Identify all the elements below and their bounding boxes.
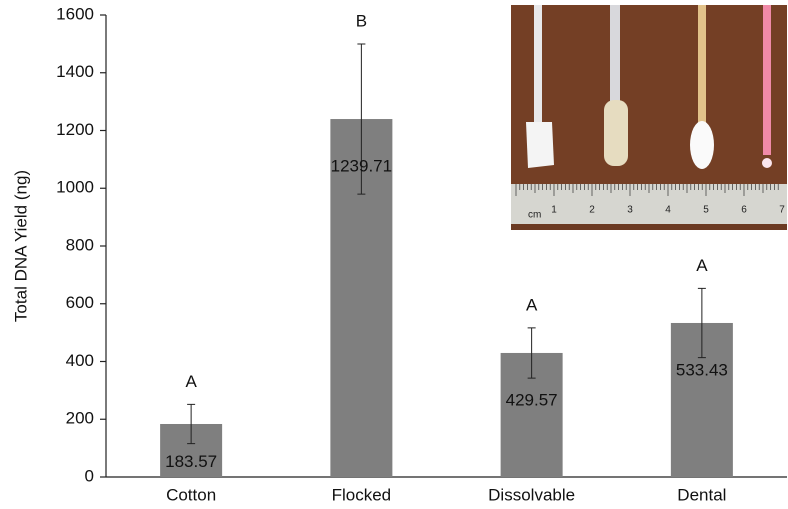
swab-head <box>526 122 554 168</box>
y-tick-label: 400 <box>66 351 94 370</box>
significance-letter: A <box>185 372 197 391</box>
swab-handle <box>763 5 771 155</box>
ruler-label: 7 <box>779 205 785 216</box>
x-tick-label: Flocked <box>332 485 392 504</box>
y-tick-label: 1400 <box>56 62 94 81</box>
chart: Total DNA Yield (ng) cm 1 2 3 4 5 6 7 0 200 400 60… <box>0 0 788 509</box>
value-label: 533.43 <box>676 360 728 379</box>
ruler-label: 1 <box>551 205 557 216</box>
x-tick-label: Cotton <box>166 485 216 504</box>
value-label: 183.57 <box>165 452 217 471</box>
ruler-label: 3 <box>627 205 633 216</box>
significance-letter: B <box>356 11 367 30</box>
swab-head <box>762 158 772 168</box>
y-tick-label: 1200 <box>56 120 94 139</box>
y-tick-label: 800 <box>66 235 94 254</box>
ruler-label: 2 <box>589 205 595 216</box>
x-tick-label: Dental <box>677 485 726 504</box>
y-tick-label: 1000 <box>56 178 94 197</box>
swab-handle <box>698 5 706 125</box>
significance-letter: A <box>526 295 538 314</box>
x-tick-label: Dissolvable <box>488 485 575 504</box>
ruler-unit: cm <box>528 210 541 221</box>
value-label: 1239.71 <box>331 157 392 176</box>
swab-handle <box>534 5 542 125</box>
y-axis-label: Total DNA Yield (ng) <box>11 170 30 322</box>
ruler-label: 6 <box>741 205 747 216</box>
inset-photo: cm 1 2 3 4 5 6 7 <box>511 5 787 230</box>
swab-handle <box>610 5 620 105</box>
ruler-label: 5 <box>703 205 709 216</box>
swab-head <box>690 121 714 169</box>
swab-head <box>604 100 628 166</box>
y-tick-label: 200 <box>66 409 94 428</box>
ruler-label: 4 <box>665 205 671 216</box>
y-tick-label: 1600 <box>56 4 94 23</box>
significance-letter: A <box>696 256 708 275</box>
y-tick-label: 600 <box>66 293 94 312</box>
value-label: 429.57 <box>506 390 558 409</box>
y-tick-label: 0 <box>85 466 94 485</box>
